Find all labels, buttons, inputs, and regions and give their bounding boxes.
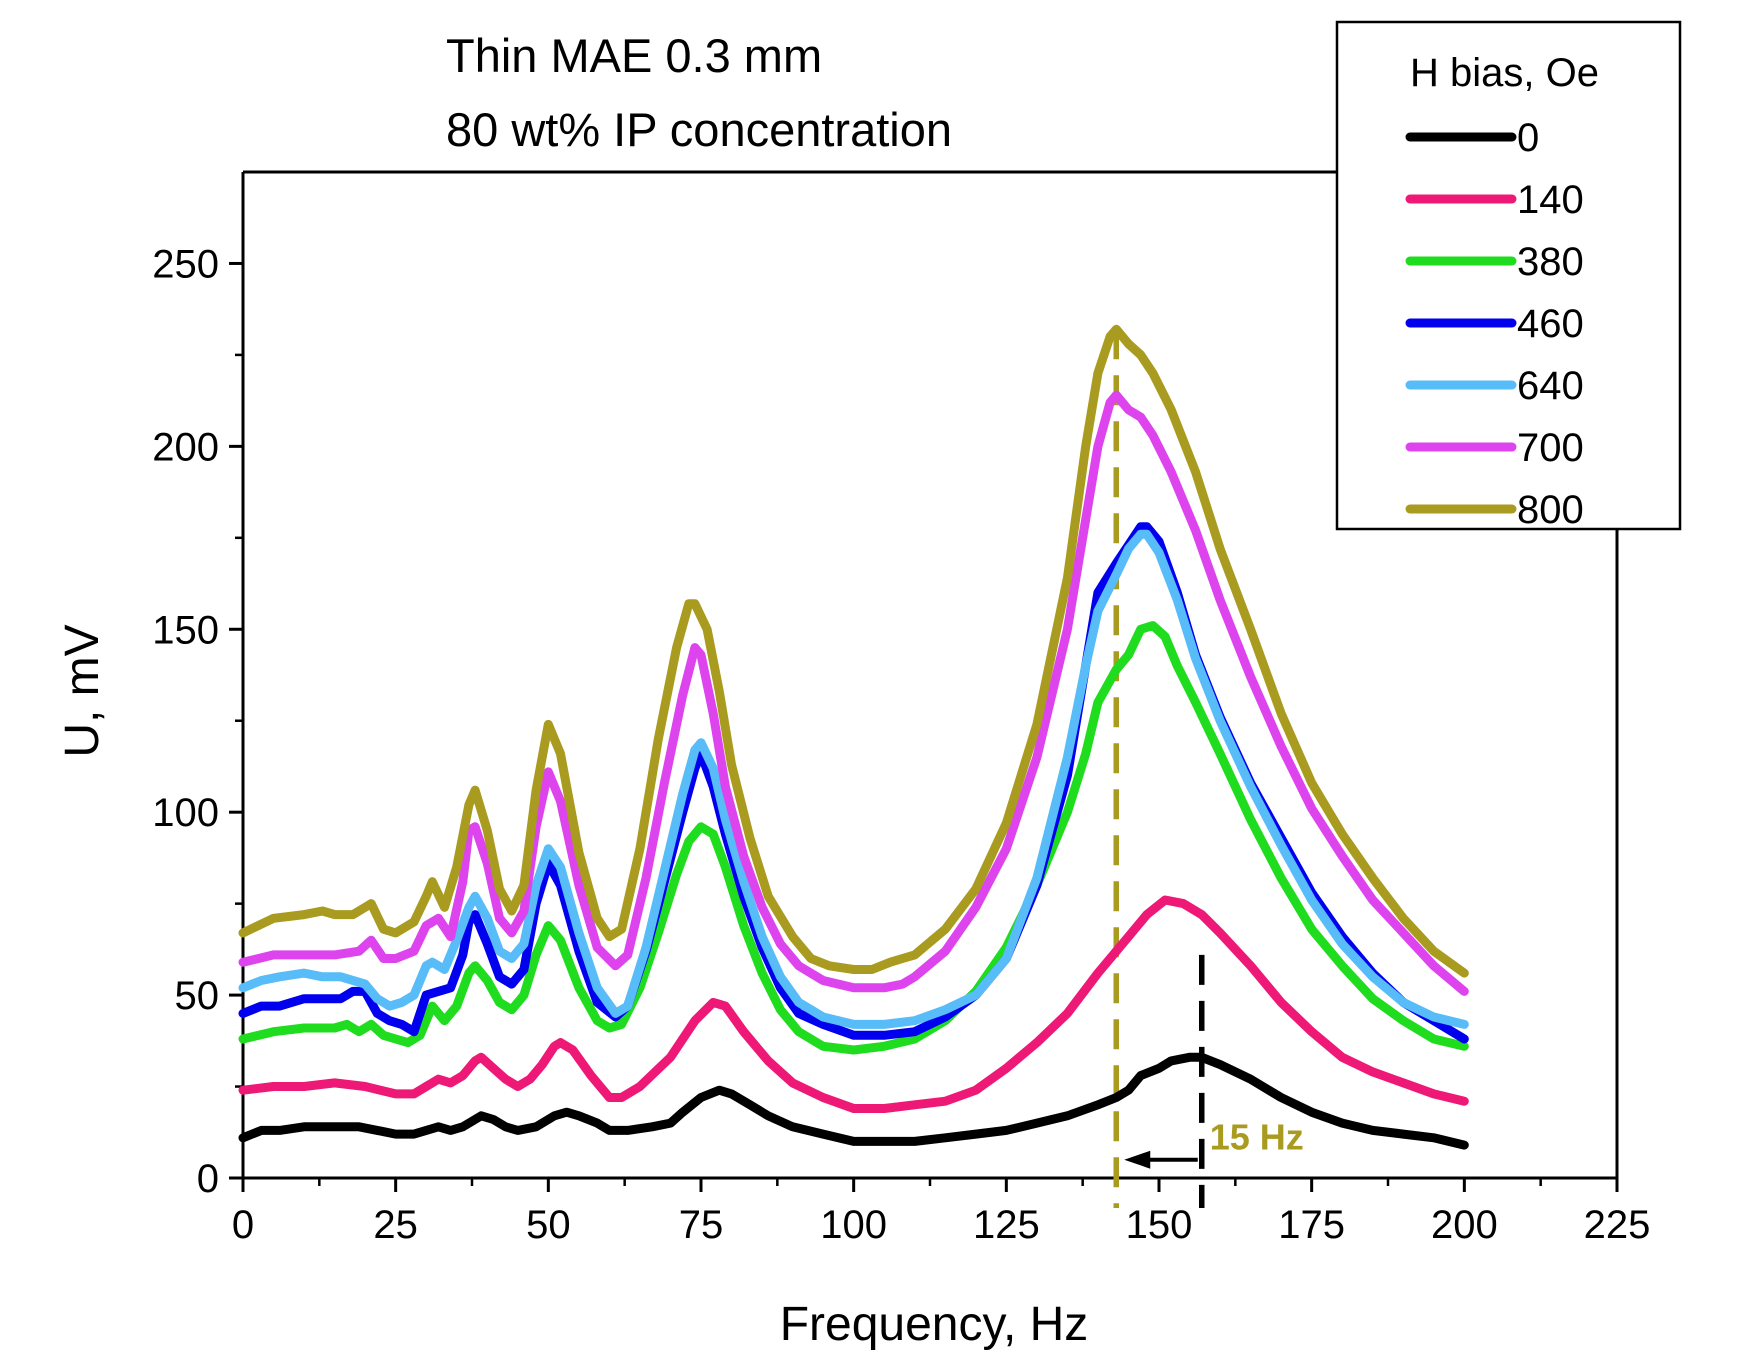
series-line-460-oe	[238, 522, 1469, 1044]
y-tick-label: 200	[152, 425, 219, 469]
x-tick-label: 150	[1126, 1203, 1193, 1247]
y-tick-label: 100	[152, 791, 219, 835]
series-layer	[238, 324, 1469, 1150]
x-tick-label: 75	[679, 1203, 724, 1247]
legend-box	[1335, 20, 1682, 531]
shift-label: 15 Hz	[1210, 1117, 1304, 1158]
chart-title: Thin MAE 0.3 mm 80 wt% IP concentration	[446, 29, 952, 156]
plot-area: 0 25 50 75 100 125 150 175 200 225 0 50 100 150 200 250	[152, 170, 1651, 1247]
y-tick-label: 250	[152, 242, 219, 286]
series-line-140-oe	[238, 895, 1469, 1113]
legend-label-0: 0	[1517, 116, 1539, 160]
legend: H bias, Oe 0 140 380 460 640 700 800	[1335, 20, 1682, 532]
series-line-0-oe	[238, 1052, 1469, 1150]
x-tick-label: 175	[1278, 1203, 1345, 1247]
legend-label-140: 140	[1517, 178, 1584, 222]
annotations: 15 Hz	[1113, 329, 1304, 1208]
x-tick-label: 25	[373, 1203, 418, 1247]
legend-label-640: 640	[1517, 364, 1584, 408]
series-line-800-oe	[238, 324, 1469, 978]
x-tick-label: 50	[526, 1203, 571, 1247]
x-tick-label: 225	[1584, 1203, 1651, 1247]
legend-label-460: 460	[1517, 302, 1584, 346]
x-tick-label: 125	[973, 1203, 1040, 1247]
legend-label-800: 800	[1517, 488, 1584, 532]
title-line-1: Thin MAE 0.3 mm	[446, 29, 822, 82]
series-line-640-oe	[238, 529, 1469, 1029]
title-line-2: 80 wt% IP concentration	[446, 103, 952, 156]
y-tick-label: 150	[152, 608, 219, 652]
shift-arrow-head	[1124, 1150, 1151, 1169]
legend-title: H bias, Oe	[1410, 51, 1599, 95]
y-axis-title: U, mV	[56, 624, 109, 757]
y-tick-label: 0	[197, 1157, 219, 1201]
x-tick-label: 0	[232, 1203, 254, 1247]
legend-label-700: 700	[1517, 426, 1584, 470]
x-tick-label: 200	[1431, 1203, 1498, 1247]
legend-label-380: 380	[1517, 240, 1584, 284]
x-axis-title: Frequency, Hz	[780, 1298, 1089, 1351]
series-line-380-oe	[238, 621, 1469, 1055]
y-tick-label: 50	[175, 974, 220, 1018]
series-line-700-oe	[238, 390, 1469, 996]
x-tick-label: 100	[820, 1203, 887, 1247]
